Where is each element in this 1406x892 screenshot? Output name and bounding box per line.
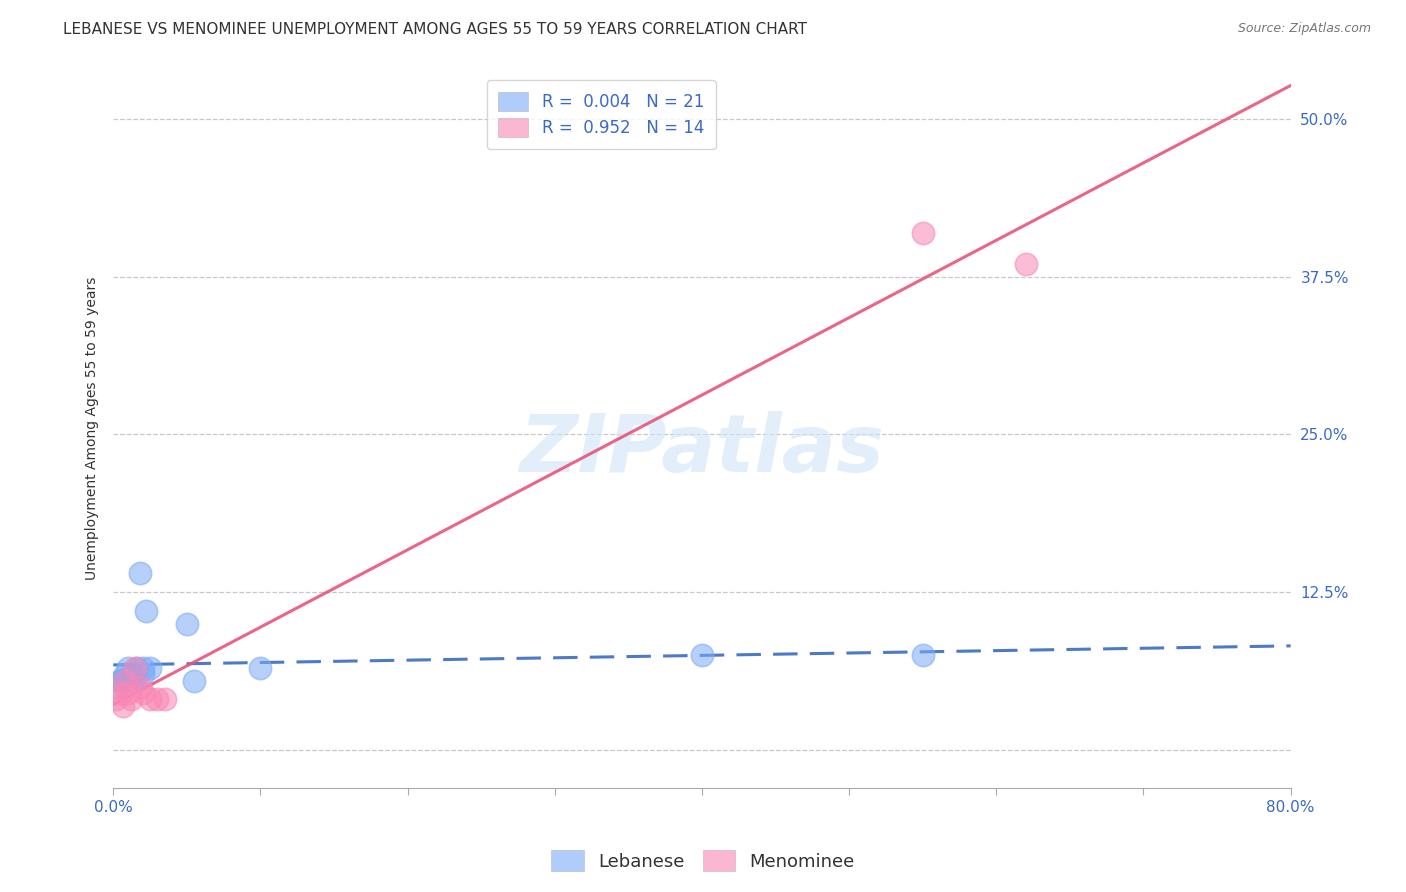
Point [112,698,135,713]
Point [131,661,153,675]
Point [1015,257,1038,271]
Point [110,673,132,688]
Legend: Lebanese, Menominee: Lebanese, Menominee [544,843,862,879]
Point [690,648,713,663]
Point [110,686,132,700]
Point [120,692,142,706]
Point [911,648,934,663]
Point [153,692,176,706]
Y-axis label: Unemployment Among Ages 55 to 59 years: Unemployment Among Ages 55 to 59 years [86,277,100,580]
Text: Source: ZipAtlas.com: Source: ZipAtlas.com [1237,22,1371,36]
Point [108,673,131,688]
Legend: R =  0.004   N = 21, R =  0.952   N = 14: R = 0.004 N = 21, R = 0.952 N = 14 [486,80,716,149]
Point [111,673,134,688]
Point [105,692,128,706]
Point [124,661,146,675]
Point [135,604,157,618]
Point [139,661,162,675]
Point [117,661,139,675]
Point [146,692,169,706]
Text: ZIPatlas: ZIPatlas [519,410,884,489]
Point [911,226,934,240]
Point [131,686,153,700]
Point [120,667,142,681]
Point [131,667,153,681]
Point [114,673,136,688]
Point [114,667,136,681]
Point [105,680,128,694]
Point [249,661,271,675]
Point [139,692,162,706]
Point [176,616,198,631]
Point [125,661,148,675]
Text: LEBANESE VS MENOMINEE UNEMPLOYMENT AMONG AGES 55 TO 59 YEARS CORRELATION CHART: LEBANESE VS MENOMINEE UNEMPLOYMENT AMONG… [63,22,807,37]
Point [183,673,205,688]
Point [117,673,139,688]
Point [117,686,139,700]
Point [121,673,143,688]
Point [128,566,150,581]
Point [128,680,150,694]
Point [124,673,146,688]
